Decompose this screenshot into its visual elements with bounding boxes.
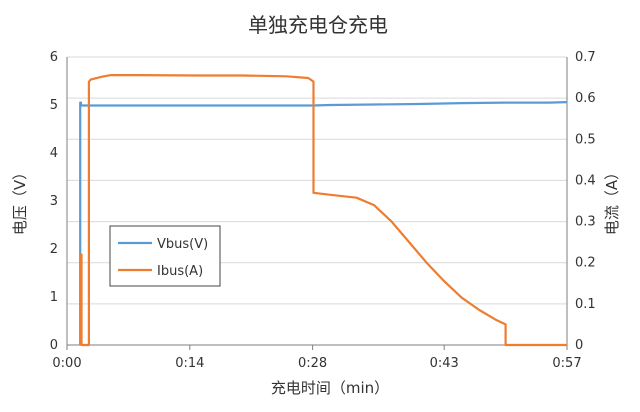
legend-label-vbus: Vbus(V) [157, 237, 208, 252]
y-tick-right: 0.5 [575, 132, 596, 147]
series-line-vbus [79, 101, 568, 345]
y-tick-left: 0 [50, 338, 58, 353]
y-tick-right: 0.1 [575, 297, 596, 312]
x-tick: 0:14 [175, 356, 204, 371]
y-axis-title-right: 电流（A） [603, 165, 621, 235]
x-ticks: 0:00 0:14 0:28 0:43 0:57 [52, 345, 582, 371]
y-tick-right: 0.7 [575, 50, 596, 65]
y-tick-right: 0.6 [575, 91, 596, 106]
y-tick-right: 0.4 [575, 173, 596, 188]
legend-box [109, 225, 221, 287]
x-tick: 0:28 [298, 356, 327, 371]
y-tick-left: 3 [50, 194, 58, 209]
x-tick: 0:00 [52, 356, 81, 371]
legend-label-ibus: Ibus(A) [157, 264, 203, 279]
x-tick: 0:43 [430, 356, 459, 371]
chart-title: 单独充电仓充电 [248, 13, 388, 37]
y-tick-right: 0 [575, 338, 583, 353]
y-axis-title-left: 电压（V） [11, 165, 29, 235]
y-tick-left: 1 [50, 290, 58, 305]
y-tick-right: 0.2 [575, 256, 596, 271]
y-tick-left: 6 [50, 50, 58, 65]
y-tick-right: 0.3 [575, 215, 596, 230]
legend: Vbus(V) Ibus(A) [109, 225, 221, 287]
y-tick-left: 4 [50, 146, 58, 161]
series [79, 73, 568, 347]
y-tick-left: 5 [50, 98, 58, 113]
y-tick-left: 2 [50, 242, 58, 257]
right-ticks: 0 0.1 0.2 0.3 0.4 0.5 0.6 0.7 [575, 50, 596, 353]
series-line-ibus [79, 73, 567, 347]
axes [66, 57, 568, 346]
x-tick: 0:57 [552, 356, 581, 371]
left-ticks: 0 1 2 3 4 5 6 [50, 50, 58, 353]
x-axis-title: 充电时间（min） [271, 379, 389, 397]
